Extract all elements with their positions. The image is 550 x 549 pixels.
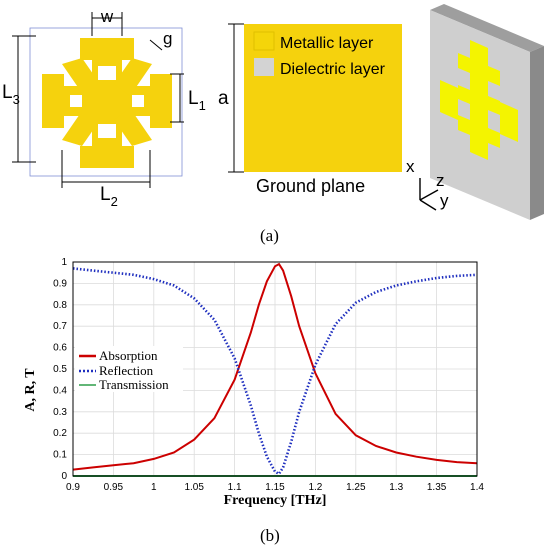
legend-dielectric-swatch bbox=[254, 58, 274, 76]
y-tick-label: 0.3 bbox=[53, 407, 67, 418]
x-tick-label: 1.05 bbox=[184, 482, 204, 493]
axis-x-label: x bbox=[406, 157, 415, 176]
y-tick-label: 0.9 bbox=[53, 278, 67, 289]
resonator-gaps bbox=[70, 66, 144, 138]
x-tick-label: 1 bbox=[151, 482, 157, 493]
a-dimension bbox=[228, 23, 244, 173]
y-tick-label: 0 bbox=[61, 471, 67, 482]
chart-legend: Absorption Reflection Transmission bbox=[75, 346, 183, 392]
x-tick-label: 1.1 bbox=[228, 482, 242, 493]
y-tick-label: 0.7 bbox=[53, 321, 67, 332]
y-tick-label: 1 bbox=[61, 257, 67, 268]
metallic-resonator bbox=[42, 38, 172, 168]
x-tick-label: 1.2 bbox=[308, 482, 322, 493]
panel-b-label: (b) bbox=[260, 526, 280, 545]
l2-label: L2 bbox=[100, 184, 118, 209]
x-tick-label: 0.95 bbox=[104, 482, 124, 493]
g-label: g bbox=[163, 29, 172, 48]
panel-a-label: (a) bbox=[260, 226, 279, 245]
legend-dielectric-label: Dielectric layer bbox=[280, 61, 386, 78]
x-tick-label: 1.35 bbox=[427, 482, 447, 493]
l3-label: L3 bbox=[2, 82, 20, 107]
legend-reflection: Reflection bbox=[99, 363, 154, 378]
slab-resonator bbox=[440, 40, 518, 160]
l1-dimension bbox=[170, 73, 184, 123]
x-axis-label: Frequency [THz] bbox=[224, 493, 327, 508]
l2-dimension bbox=[61, 150, 151, 188]
axis-y-label: y bbox=[440, 191, 449, 210]
x-tick-label: 1.25 bbox=[346, 482, 366, 493]
absorption-chart: 0.9 0.95 1 1.05 1.1 1.15 1.2 1.25 1.3 1.35 1.4 0 0.1… bbox=[23, 257, 484, 508]
x-tick-label: 1.3 bbox=[389, 482, 403, 493]
l3-dimension bbox=[12, 35, 36, 163]
y-tick-label: 0.5 bbox=[53, 364, 67, 375]
a-label: a bbox=[218, 88, 229, 109]
y-tick-label: 0.1 bbox=[53, 450, 67, 461]
legend-transmission: Transmission bbox=[99, 377, 169, 392]
series-line-absorption bbox=[72, 262, 478, 471]
legend-absorption: Absorption bbox=[99, 348, 158, 363]
figure-a-diagram: w g L3 L1 L2 a Metallic layer Dielectric… bbox=[2, 4, 544, 220]
y-tick-label: 0.2 bbox=[53, 428, 67, 439]
x-tick-label: 1.15 bbox=[265, 482, 285, 493]
axes-indicator bbox=[419, 178, 439, 211]
w-dimension bbox=[91, 12, 123, 36]
y-tick-label: 0.8 bbox=[53, 300, 67, 311]
legend-metal-swatch bbox=[253, 31, 275, 51]
unit-cell-outline bbox=[29, 27, 183, 177]
l1-label: L1 bbox=[188, 88, 206, 113]
axis-z-label: z bbox=[436, 171, 445, 190]
ground-plane-label: Ground plane bbox=[256, 176, 365, 196]
w-label: w bbox=[100, 7, 114, 26]
plot-frame bbox=[72, 261, 478, 477]
y-tick-label: 0.6 bbox=[53, 343, 67, 354]
legend-metal-label: Metallic layer bbox=[280, 35, 374, 52]
y-axis-label: A, R, T bbox=[23, 368, 38, 412]
x-tick-label: 0.9 bbox=[66, 482, 80, 493]
series-line-reflection bbox=[72, 267, 478, 476]
x-tick-label: 1.4 bbox=[470, 482, 484, 493]
y-tick-label: 0.4 bbox=[53, 385, 67, 396]
